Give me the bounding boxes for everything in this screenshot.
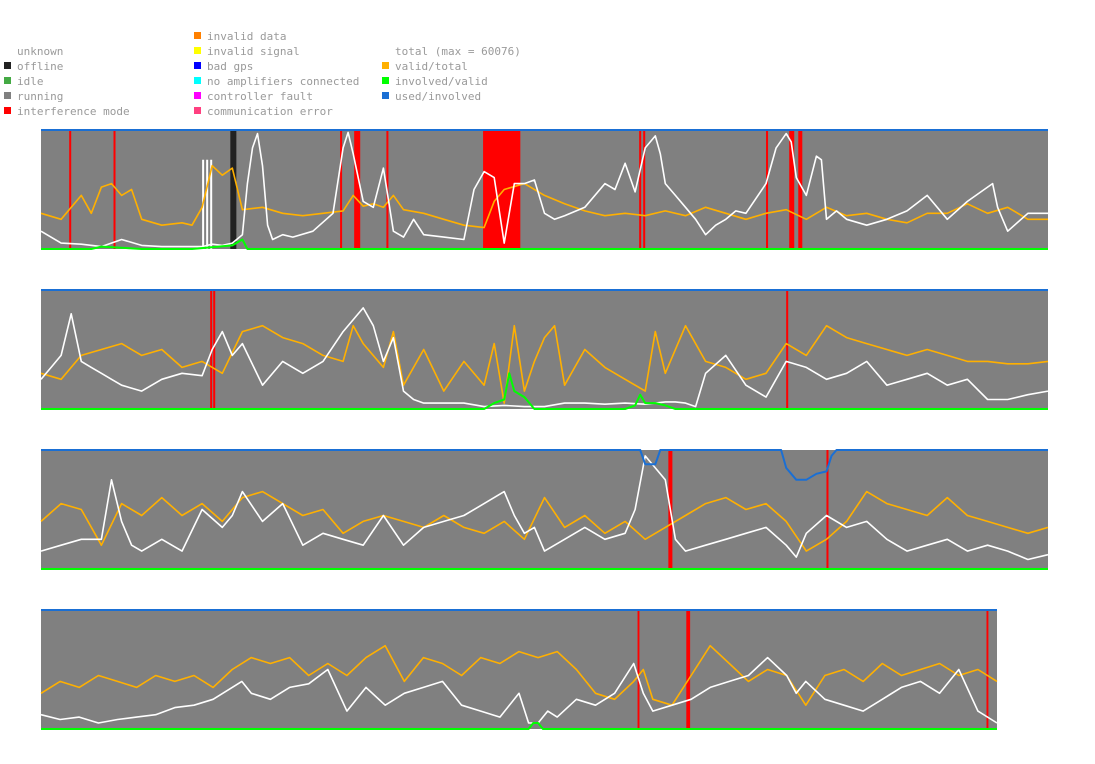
series-line-total — [40, 307, 1049, 408]
series-line-involved-valid — [41, 238, 1048, 250]
legend-item-idle: idle — [4, 76, 44, 88]
legend-swatch — [194, 62, 201, 69]
legend-item-unknown: unknown — [4, 46, 63, 58]
status-band-10 — [766, 130, 769, 249]
legend-item-used-involved: used/involved — [382, 91, 481, 103]
legend-swatch — [194, 32, 201, 39]
legend-item-total: total (max = 60076) — [382, 46, 521, 58]
legend-swatch — [194, 47, 201, 54]
legend-item-communication-error: communication error — [194, 106, 333, 118]
status-band-12 — [798, 130, 803, 249]
legend-item-invalid-signal: invalid signal — [194, 46, 300, 58]
status-band-1 — [637, 610, 640, 729]
legend-item-no-amplifiers: no amplifiers connected — [194, 76, 359, 88]
series-line-valid-total — [40, 490, 1049, 552]
legend: unknown offline idle running interferenc… — [0, 0, 1095, 125]
status-band-11 — [789, 130, 795, 249]
legend-item-running: running — [4, 91, 63, 103]
legend-swatch — [4, 77, 11, 84]
status-band-5 — [354, 130, 361, 249]
legend-item-bad-gps: bad gps — [194, 61, 253, 73]
status-band-4 — [340, 130, 343, 249]
series-line-involved-valid — [41, 372, 1048, 410]
legend-swatch — [4, 62, 11, 69]
unknown-band-2 — [206, 159, 209, 249]
status-band-9 — [643, 130, 646, 249]
series-line-used-involved — [41, 449, 1048, 481]
legend-item-involved-valid: involved/valid — [382, 76, 488, 88]
status-band-2 — [826, 450, 829, 569]
series-line-valid-total — [40, 164, 1048, 229]
legend-item-controller-fault: controller fault — [194, 91, 313, 103]
status-band-3 — [986, 610, 989, 729]
legend-swatch — [194, 107, 201, 114]
chart-panel-3 — [40, 449, 1049, 570]
plot-background — [41, 130, 1048, 249]
legend-swatch — [4, 107, 11, 114]
legend-swatch — [194, 92, 201, 99]
chart-panel-1 — [40, 129, 1048, 250]
legend-swatch — [382, 92, 389, 99]
status-band-3 — [786, 290, 789, 409]
chart-panel-2 — [40, 289, 1049, 410]
status-band-8 — [639, 130, 642, 249]
status-band-2 — [686, 610, 691, 729]
series-line-involved-valid — [41, 722, 997, 730]
legend-swatch — [194, 77, 201, 84]
series-line-valid-total — [40, 324, 1049, 404]
series-line-valid-total — [40, 644, 998, 707]
plot-background — [41, 290, 1048, 409]
legend-swatch — [382, 77, 389, 84]
status-band-3 — [230, 130, 237, 249]
legend-swatch — [4, 92, 11, 99]
legend-swatch — [382, 62, 389, 69]
series-line-total — [40, 455, 1049, 561]
chart-panel-4 — [40, 609, 998, 730]
status-band-1 — [69, 130, 72, 249]
legend-item-valid-total: valid/total — [382, 61, 468, 73]
unknown-band-3 — [210, 159, 213, 249]
status-band-1 — [210, 290, 213, 409]
plot-background — [41, 610, 997, 729]
status-band-2 — [213, 290, 216, 409]
series-line-total — [40, 131, 1048, 248]
legend-item-offline: offline — [4, 61, 63, 73]
legend-item-interference-mode: interference mode — [4, 106, 130, 118]
status-band-2 — [113, 130, 116, 249]
legend-item-invalid-data: invalid data — [194, 31, 286, 43]
